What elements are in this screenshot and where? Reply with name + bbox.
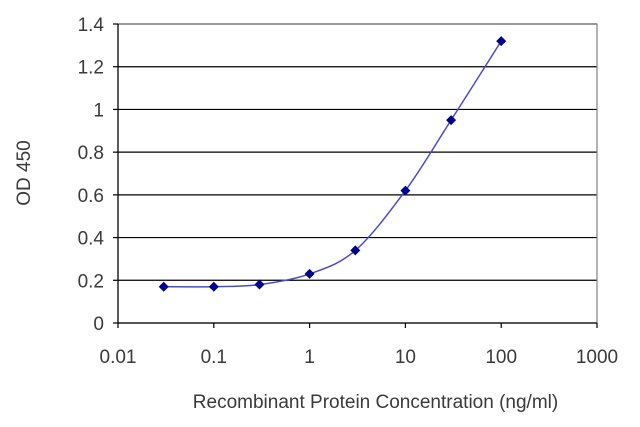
data-point [350, 245, 361, 256]
grid [118, 23, 597, 281]
x-tick-label: 100 [485, 347, 517, 368]
y-tick-label: 0.4 [78, 229, 105, 250]
data-point [446, 115, 457, 126]
x-tick-label: 10 [395, 347, 416, 368]
x-ticks: 0.01 0.1 1 10 100 1000 [100, 323, 618, 368]
plot-frame [117, 23, 598, 324]
x-tick-label: 1000 [576, 347, 618, 368]
y-tick-label: 1 [93, 100, 104, 121]
data-point [304, 268, 315, 279]
y-tick-label: 0.8 [78, 143, 104, 164]
y-tick-label: 0 [93, 314, 104, 335]
series-line [163, 40, 502, 288]
x-tick-label: 0.1 [201, 347, 227, 368]
x-tick-label: 1 [304, 347, 315, 368]
y-tick-label: 0.6 [78, 186, 104, 207]
y-tick-label: 1.2 [78, 58, 104, 79]
y-ticks: 0 0.2 0.4 0.6 0.8 1 1.2 1.4 [78, 15, 118, 335]
data-point [208, 281, 219, 292]
data-point [158, 281, 169, 292]
data-point [254, 279, 265, 290]
y-tick-label: 1.4 [78, 15, 105, 36]
x-tick-label: 0.01 [100, 347, 137, 368]
x-axis-title: Recombinant Protein Concentration (ng/ml… [193, 392, 558, 413]
series [158, 36, 507, 292]
data-point [400, 185, 411, 196]
y-tick-label: 0.2 [78, 271, 104, 292]
data-point [496, 36, 507, 47]
y-axis-title: OD 450 [14, 140, 35, 205]
